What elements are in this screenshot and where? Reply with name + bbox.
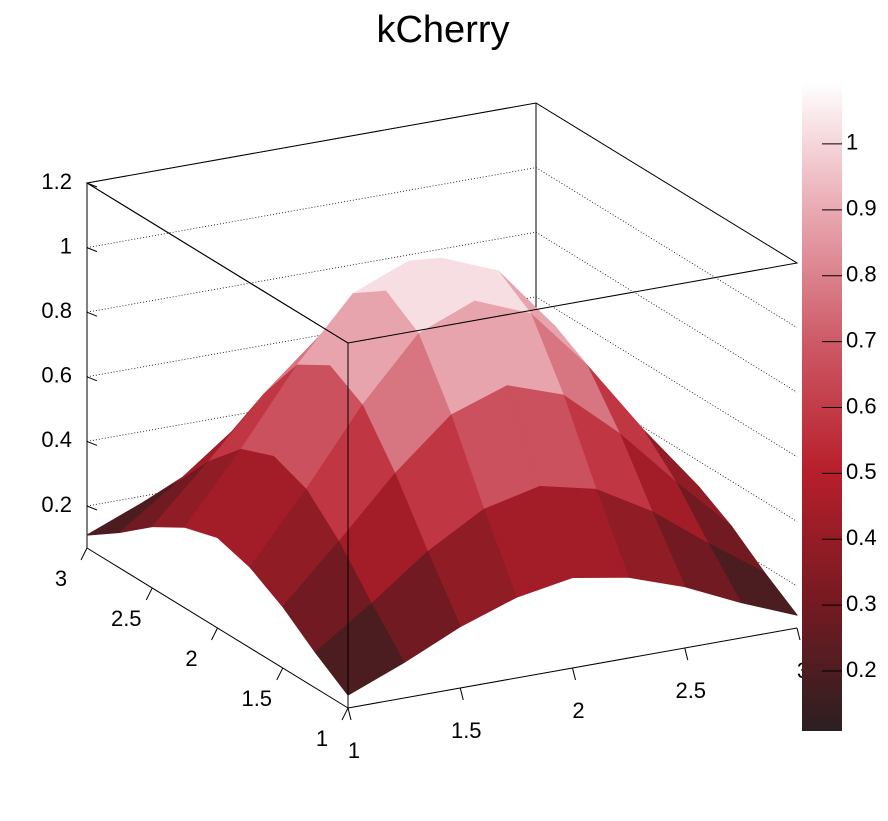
color-bar <box>802 82 842 731</box>
z-tick <box>86 247 98 253</box>
color-tick-label: 0.6 <box>846 393 877 418</box>
y-tick-label: 3 <box>55 566 67 591</box>
grid-line <box>86 167 798 328</box>
grid-line <box>86 231 798 393</box>
grid-line <box>86 296 798 458</box>
y-tick-label: 2.5 <box>111 606 142 631</box>
y-tick-label: 2 <box>185 646 197 671</box>
color-tick-label: 0.9 <box>846 196 877 221</box>
chart-title: kCherry <box>376 9 509 51</box>
x-tick <box>572 667 576 681</box>
color-tick-label: 0.8 <box>846 262 877 287</box>
z-tick-label: 0.6 <box>41 363 72 388</box>
z-tick-label: 0.2 <box>41 492 72 517</box>
z-tick <box>86 505 98 511</box>
y-tick <box>145 587 153 601</box>
z-tick <box>86 440 98 446</box>
z-tick-label: 0.8 <box>41 298 72 323</box>
color-tick-label: 0.4 <box>846 525 877 550</box>
x-tick <box>684 647 689 661</box>
y-tick <box>211 627 218 641</box>
surface-patch <box>314 603 405 696</box>
z-tick <box>86 376 98 382</box>
x-tick-label: 1 <box>348 738 360 763</box>
z-tick-label: 1.2 <box>41 169 72 194</box>
x-tick <box>459 687 464 701</box>
z-tick-label: 0.4 <box>41 427 72 452</box>
y-tick-label: 1.5 <box>241 686 272 711</box>
color-tick-label: 0.5 <box>846 459 877 484</box>
x-tick <box>347 707 352 721</box>
color-tick-label: 0.3 <box>846 591 877 616</box>
x-tick-label: 1.5 <box>451 718 482 743</box>
y-tick <box>276 667 284 681</box>
y-tick-label: 1 <box>316 726 328 751</box>
color-tick-label: 0.2 <box>846 657 877 682</box>
y-tick <box>80 547 88 561</box>
x-tick-label: 2.5 <box>675 678 706 703</box>
axis-line <box>86 182 349 344</box>
color-tick-label: 0.7 <box>846 327 877 352</box>
x-tick-label: 2 <box>572 698 584 723</box>
grid-line <box>86 102 798 264</box>
y-tick <box>341 707 349 721</box>
z-tick <box>86 311 98 317</box>
z-tick-label: 1 <box>60 233 72 258</box>
x-tick <box>796 627 801 641</box>
color-tick-label: 1 <box>846 130 858 155</box>
